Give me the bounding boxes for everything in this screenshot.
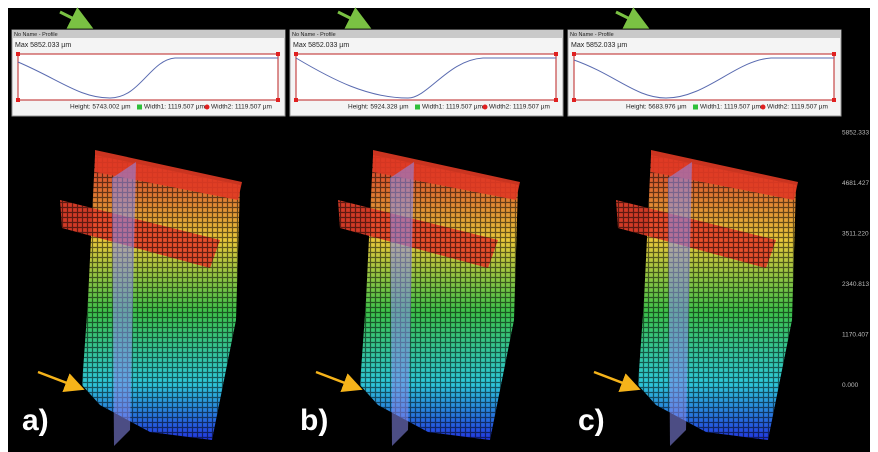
width2-icon: [761, 105, 766, 110]
figure: No Name - Profile Max 5852.033 µm Height: …: [0, 0, 878, 452]
frame-handle: [832, 98, 836, 102]
mesh-grid: [638, 155, 796, 440]
width1-icon: [415, 105, 420, 110]
scale-label: 4681.427: [842, 180, 869, 187]
panel-label: b): [300, 404, 328, 437]
frame-handle: [832, 52, 836, 56]
scale-label: 1170.407: [842, 332, 869, 339]
width2-label: Width2: 1119.507 µm: [489, 104, 550, 111]
panel-label: c): [578, 404, 605, 437]
mesh-grid: [360, 155, 518, 440]
page: {"panels": [ {"header": "No Name - Profi…: [0, 0, 878, 452]
width1-icon: [137, 105, 142, 110]
height-label: Height: 5683.976 µm: [626, 104, 686, 111]
width1-label: Width1: 1119.507 µm: [700, 104, 761, 111]
frame-handle: [294, 52, 298, 56]
width1-label: Width1: 1119.507 µm: [144, 104, 205, 111]
frame-handle: [16, 52, 20, 56]
frame-handle: [572, 52, 576, 56]
max-label: Max 5852.033 µm: [15, 42, 71, 49]
frame-handle: [276, 52, 280, 56]
plot-frame: [18, 54, 278, 100]
height-label: Height: 5924.328 µm: [348, 104, 408, 111]
scale-label: 3511.220: [842, 231, 869, 238]
scale-label: 2340.813: [842, 281, 869, 288]
plot-frame: [574, 54, 834, 100]
width2-icon: [483, 105, 488, 110]
frame-handle: [276, 98, 280, 102]
frame-handle: [554, 52, 558, 56]
width1-icon: [693, 105, 698, 110]
max-label: Max 5852.033 µm: [293, 42, 349, 49]
scale-label: 0.000: [842, 382, 859, 389]
width2-label: Width2: 1119.507 µm: [767, 104, 828, 111]
plot-frame: [296, 54, 556, 100]
frame-handle: [294, 98, 298, 102]
window-title: No Name - Profile: [292, 32, 336, 38]
width1-label: Width1: 1119.507 µm: [422, 104, 483, 111]
frame-handle: [16, 98, 20, 102]
window-title: No Name - Profile: [14, 32, 58, 38]
mesh-grid: [82, 155, 240, 440]
window-title: No Name - Profile: [570, 32, 614, 38]
panel-label: a): [22, 404, 49, 437]
frame-handle: [554, 98, 558, 102]
max-label: Max 5852.033 µm: [571, 42, 627, 49]
height-label: Height: 5743.002 µm: [70, 104, 130, 111]
scale-label: 5852.333: [842, 130, 869, 137]
width2-icon: [205, 105, 210, 110]
width2-label: Width2: 1119.507 µm: [211, 104, 272, 111]
frame-handle: [572, 98, 576, 102]
